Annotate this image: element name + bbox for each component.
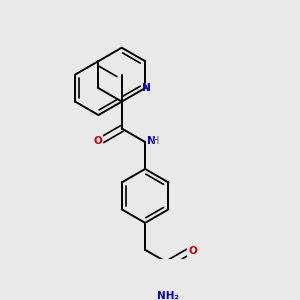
Text: O: O <box>94 136 103 146</box>
Text: N: N <box>142 83 151 93</box>
Text: O: O <box>188 245 197 256</box>
Text: N: N <box>141 82 152 94</box>
Text: N: N <box>147 136 155 146</box>
Text: NH₂: NH₂ <box>158 291 179 300</box>
Text: H: H <box>152 136 159 146</box>
Text: N: N <box>142 83 151 93</box>
